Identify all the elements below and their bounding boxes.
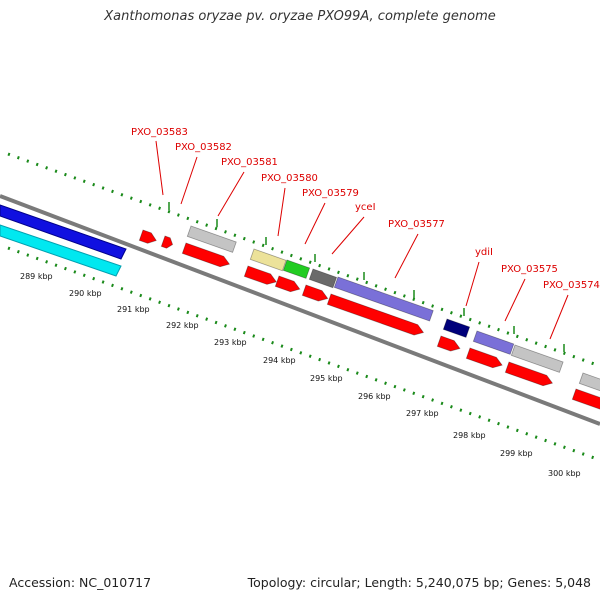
lavender-feature: [472, 330, 515, 355]
green-feature: [282, 259, 311, 279]
gene-label: PXO_03574: [543, 280, 600, 291]
label-leader-line: [549, 294, 569, 340]
label-leader-line: [394, 233, 419, 279]
scale-tick-label: 292 kbp: [166, 321, 199, 330]
cds-arrow: [571, 388, 600, 411]
gene-label: PXO_03580: [261, 173, 318, 184]
gene-label: PXO_03579: [302, 188, 359, 199]
gene-labels: PXO_03583 PXO_03582 PXO_03581 PXO_03580 PXO_…: [131, 127, 600, 291]
cds-arrow: [436, 335, 461, 352]
gene-label: yceI: [355, 202, 376, 213]
label-leader-line: [180, 156, 198, 205]
scale-tick-label: 289 kbp: [20, 272, 53, 281]
blue-track-segment: [0, 204, 127, 260]
gene-label: PXO_03581: [221, 157, 278, 168]
label-leader-line: [217, 171, 245, 217]
features: [138, 225, 600, 411]
gene-label: PXO_03577: [388, 219, 445, 230]
cds-arrow: [160, 235, 174, 249]
cds-arrow: [243, 265, 278, 285]
backbone-line: [0, 194, 600, 426]
dark-gray-feature: [308, 268, 338, 289]
scale-ticks: 289 kbp 290 kbp 291 kbp 292 kbp 293 kbp 294 k…: [20, 272, 581, 478]
scale-tick-label: 295 kbp: [310, 374, 343, 383]
label-leader-line: [465, 261, 480, 307]
lavender-feature: [333, 276, 434, 322]
scale-tick-label: 299 kbp: [500, 449, 533, 458]
ring-dots: [7, 152, 600, 462]
scale-tick-label: 294 kbp: [263, 356, 296, 365]
cds-arrow: [181, 242, 231, 268]
scale-tick-label: 297 kbp: [406, 409, 439, 418]
scale-tick-label: 291 kbp: [117, 305, 150, 314]
tracks: [0, 194, 600, 426]
gray-feature: [510, 344, 564, 373]
gene-label: PXO_03583: [131, 127, 188, 138]
genome-title: Xanthomonas oryzae pv. oryzae PXO99A, co…: [104, 9, 496, 24]
cds-arrow: [301, 284, 329, 302]
accession-text: Accession: NC_010717: [9, 575, 152, 590]
gene-label: PXO_03575: [501, 264, 558, 275]
cds-arrow: [504, 361, 554, 387]
cds-arrow: [465, 347, 503, 369]
scale-tick-label: 293 kbp: [214, 338, 247, 347]
label-leader-line: [331, 216, 365, 255]
gene-label: PXO_03582: [175, 142, 232, 153]
inner-dotted-ring: [7, 246, 600, 462]
label-leader-line: [304, 202, 326, 245]
cds-arrow: [326, 293, 425, 336]
label-leader-line: [504, 278, 526, 322]
navy-feature: [442, 318, 471, 338]
cds-arrow: [274, 275, 301, 293]
scale-tick-label: 296 kbp: [358, 392, 391, 401]
gray-feature: [578, 372, 600, 394]
scale-tick-label: 300 kbp: [548, 469, 581, 478]
gene-label: ydiI: [475, 247, 493, 258]
label-leader-line: [155, 140, 164, 196]
gray-feature: [186, 225, 237, 253]
label-leaders: [155, 140, 569, 340]
khaki-feature: [249, 248, 287, 272]
scale-tick-label: 290 kbp: [69, 289, 102, 298]
cds-arrow: [138, 229, 157, 244]
label-leader-line: [277, 187, 286, 237]
genome-summary-text: Topology: circular; Length: 5,240,075 bp…: [247, 575, 591, 590]
scale-tick-label: 298 kbp: [453, 431, 486, 440]
cyan-track-segment: [0, 224, 122, 277]
